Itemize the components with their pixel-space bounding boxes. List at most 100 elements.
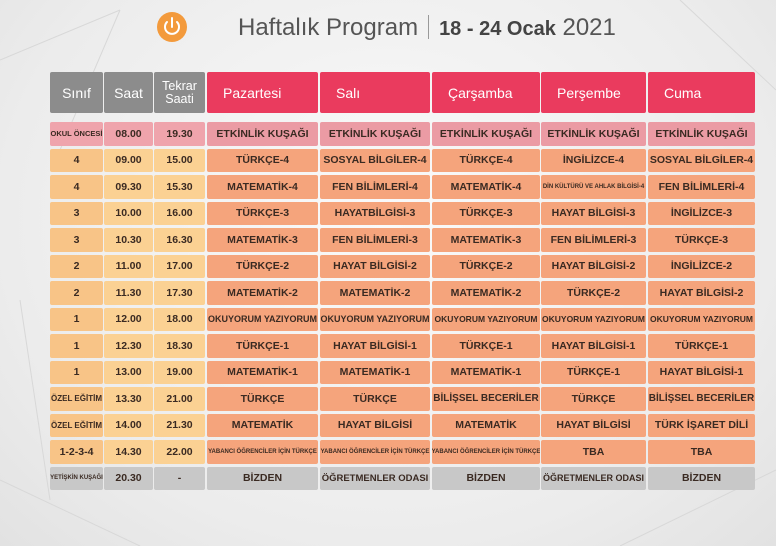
- table-cell: TÜRKÇE-3: [648, 228, 755, 252]
- table-cell: TBA: [541, 440, 646, 464]
- table-cell: 21.30: [154, 413, 205, 437]
- table-cell: ÖZEL EĞİTİM: [50, 387, 103, 411]
- table-cell: TÜRKÇE-1: [541, 360, 646, 384]
- table-cell: HAYAT BİLGİSİ-1: [541, 334, 646, 358]
- table-cell: OKUYORUM YAZIYORUM: [320, 307, 430, 331]
- column-header: Perşembe: [541, 72, 646, 113]
- table-cell: 10.30: [104, 228, 153, 252]
- table-cell: MATEMATİK-1: [432, 360, 540, 384]
- table-cell: HAYAT BİLGİSİ-2: [541, 254, 646, 278]
- table-cell: TÜRK İŞARET DİLİ: [648, 413, 755, 437]
- date-range: 18 - 24 Ocak: [439, 18, 556, 40]
- table-cell: 16.00: [154, 201, 205, 225]
- table-cell: YABANCI ÖĞRENCİLER İÇİN TÜRKÇE: [432, 440, 540, 464]
- table-cell: 19.00: [154, 360, 205, 384]
- table-cell: 17.00: [154, 254, 205, 278]
- table-cell: 18.00: [154, 307, 205, 331]
- table-cell: MATEMATİK-3: [207, 228, 318, 252]
- table-cell: OKUYORUM YAZIYORUM: [207, 307, 318, 331]
- table-cell: TBA: [648, 440, 755, 464]
- table-cell: MATEMATİK-4: [207, 175, 318, 199]
- table-cell: SOSYAL BİLGİLER-4: [648, 148, 755, 172]
- table-cell: HAYATBİLGİSİ-3: [320, 201, 430, 225]
- table-cell: 22.00: [154, 440, 205, 464]
- table-cell: OKUYORUM YAZIYORUM: [648, 307, 755, 331]
- table-cell: BİLİŞSEL BECERİLER: [648, 387, 755, 411]
- table-cell: MATEMATİK-1: [207, 360, 318, 384]
- table-cell: 21.00: [154, 387, 205, 411]
- column-header: Sınıf: [50, 72, 103, 113]
- table-cell: SOSYAL BİLGİLER-4: [320, 148, 430, 172]
- table-cell: TÜRKÇE-3: [207, 201, 318, 225]
- table-cell: MATEMATİK-4: [432, 175, 540, 199]
- column-header: Pazartesi: [207, 72, 318, 113]
- table-cell: TÜRKÇE-4: [207, 148, 318, 172]
- table-cell: ETKİNLİK KUŞAĞI: [207, 122, 318, 146]
- table-cell: BİZDEN: [207, 466, 318, 490]
- table-cell: MATEMATİK: [432, 413, 540, 437]
- table-cell: İNGİLİZCE-2: [648, 254, 755, 278]
- table-cell: ÖĞRETMENLER ODASI: [320, 466, 430, 490]
- table-cell: TÜRKÇE-4: [432, 148, 540, 172]
- table-cell: 15.30: [154, 175, 205, 199]
- table-cell: 1: [50, 360, 103, 384]
- table-cell: FEN BİLİMLERİ-3: [541, 228, 646, 252]
- table-cell: 13.00: [104, 360, 153, 384]
- table-cell: 12.00: [104, 307, 153, 331]
- page-title: Haftalık Program 18 - 24 Ocak 2021: [238, 14, 616, 42]
- column-header: Saat: [104, 72, 153, 113]
- table-cell: 4: [50, 148, 103, 172]
- table-cell: YETİŞKİN KUŞAĞI: [50, 466, 103, 490]
- table-cell: 09.30: [104, 175, 153, 199]
- table-cell: TÜRKÇE-3: [432, 201, 540, 225]
- table-cell: OKUYORUM YAZIYORUM: [432, 307, 540, 331]
- table-cell: 14.00: [104, 413, 153, 437]
- table-cell: TÜRKÇE-1: [648, 334, 755, 358]
- table-cell: İNGİLİZCE-4: [541, 148, 646, 172]
- table-cell: BİZDEN: [432, 466, 540, 490]
- year: 2021: [562, 14, 616, 41]
- table-cell: MATEMATİK-1: [320, 360, 430, 384]
- table-cell: TÜRKÇE: [541, 387, 646, 411]
- table-cell: -: [154, 466, 205, 490]
- table-cell: MATEMATİK-3: [432, 228, 540, 252]
- table-cell: OKUYORUM YAZIYORUM: [541, 307, 646, 331]
- table-cell: TÜRKÇE-2: [541, 281, 646, 305]
- table-cell: FEN BİLİMLERİ-3: [320, 228, 430, 252]
- column-header: Salı: [320, 72, 430, 113]
- table-cell: YABANCI ÖĞRENCİLER İÇİN TÜRKÇE: [207, 440, 318, 464]
- table-cell: HAYAT BİLGİSİ-2: [648, 281, 755, 305]
- table-cell: DİN KÜLTÜRÜ VE AHLAK BİLGİSİ-4: [541, 175, 646, 199]
- table-cell: 17.30: [154, 281, 205, 305]
- table-cell: ÖĞRETMENLER ODASI: [541, 466, 646, 490]
- title: Haftalık Program: [238, 14, 419, 41]
- table-cell: 16.30: [154, 228, 205, 252]
- column-header: Çarşamba: [432, 72, 540, 113]
- table-cell: 15.00: [154, 148, 205, 172]
- table-cell: 20.30: [104, 466, 153, 490]
- table-cell: HAYAT BİLGİSİ-3: [541, 201, 646, 225]
- table-cell: 19.30: [154, 122, 205, 146]
- table-cell: 09.00: [104, 148, 153, 172]
- table-cell: FEN BİLİMLERİ-4: [648, 175, 755, 199]
- table-cell: 10.00: [104, 201, 153, 225]
- table-cell: OKUL ÖNCESİ: [50, 122, 103, 146]
- table-cell: TÜRKÇE-1: [207, 334, 318, 358]
- table-cell: ETKİNLİK KUŞAĞI: [432, 122, 540, 146]
- table-cell: 1-2-3-4: [50, 440, 103, 464]
- table-cell: HAYAT BİLGİSİ-2: [320, 254, 430, 278]
- table-cell: İNGİLİZCE-3: [648, 201, 755, 225]
- table-cell: TÜRKÇE: [207, 387, 318, 411]
- column-header: Cuma: [648, 72, 755, 113]
- table-cell: 3: [50, 201, 103, 225]
- table-cell: TÜRKÇE: [320, 387, 430, 411]
- table-cell: TÜRKÇE-2: [432, 254, 540, 278]
- table-cell: ETKİNLİK KUŞAĞI: [648, 122, 755, 146]
- table-cell: 08.00: [104, 122, 153, 146]
- table-cell: HAYAT BİLGİSİ-1: [320, 334, 430, 358]
- table-cell: 12.30: [104, 334, 153, 358]
- column-header: Tekrar Saati: [154, 72, 205, 113]
- table-cell: MATEMATİK-2: [320, 281, 430, 305]
